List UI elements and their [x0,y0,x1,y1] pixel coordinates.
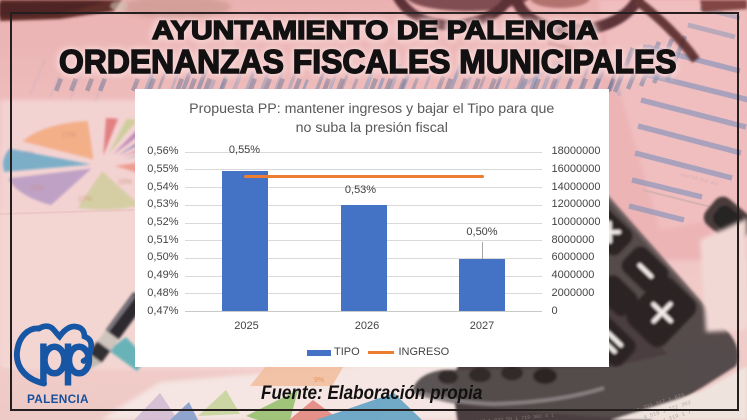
svg-text:4 317 1 022 58 1 719 302: 4 317 1 022 58 1 719 302 4 1 [470,413,554,420]
svg-text:9%: 9% [24,151,34,158]
svg-text:13%: 13% [30,185,44,192]
svg-text:962 4 519 1 7: 962 4 519 1 7 [649,408,692,420]
svg-text:17%: 17% [62,132,76,139]
svg-text:10%: 10% [118,179,132,186]
svg-text:9%: 9% [314,377,324,384]
svg-text:PALENCIA: PALENCIA [27,392,89,406]
svg-text:12%: 12% [78,196,92,203]
